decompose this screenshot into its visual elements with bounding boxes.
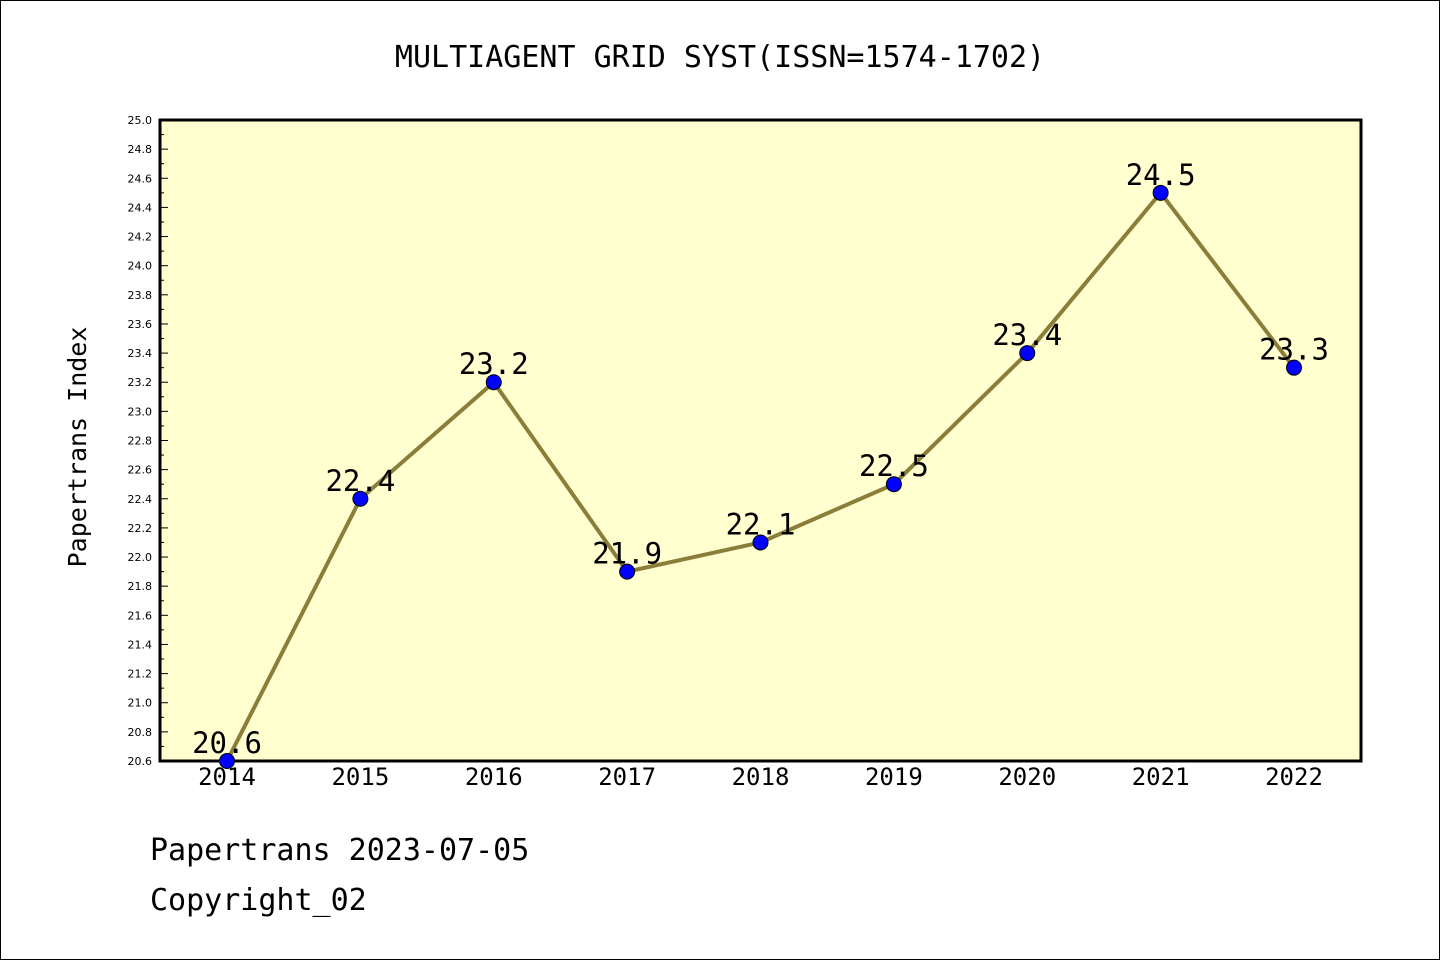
data-point [1152, 184, 1169, 201]
data-label: 22.5 [859, 449, 929, 483]
y-axis: 20.6 20.8 21.0 21.2 21.4 21.6 21.8 22.0 22.2 22.4… [128, 114, 168, 768]
y-tick-label: 23.0 [128, 405, 153, 418]
plot-area [158, 118, 1363, 763]
y-tick-label: 23.6 [128, 318, 153, 331]
y-tick-label: 24.4 [128, 201, 153, 214]
data-point [485, 374, 502, 391]
y-tick-label: 22.2 [128, 522, 153, 535]
y-tick-label: 21.8 [128, 580, 153, 593]
y-tick-label: 24.6 [128, 172, 153, 185]
y-tick-label: 23.8 [128, 289, 153, 302]
x-tick-label: 2017 [598, 763, 656, 791]
y-tick-label: 24.0 [128, 260, 153, 273]
x-tick-label: 2021 [1132, 763, 1190, 791]
data-point [885, 476, 902, 493]
y-tick-label: 24.8 [128, 143, 153, 156]
y-tick-label: 22.4 [128, 493, 153, 506]
x-tick-label: 2022 [1265, 763, 1323, 791]
footer-copyright: Copyright_02 [150, 883, 367, 918]
y-tick-label: 25.0 [128, 114, 153, 127]
y-tick-label: 21.0 [128, 697, 153, 710]
data-label: 22.4 [325, 464, 395, 498]
data-label: 23.4 [992, 318, 1062, 352]
y-tick-label: 22.0 [128, 551, 153, 564]
y-tick-label: 23.2 [128, 376, 153, 389]
data-label: 23.3 [1259, 333, 1329, 367]
data-label: 22.1 [726, 507, 796, 541]
footer-date: Papertrans 2023-07-05 [150, 833, 530, 868]
y-tick-label: 23.4 [128, 347, 153, 360]
data-point [1286, 359, 1302, 376]
y-tick-label: 22.6 [128, 464, 153, 477]
data-point [619, 563, 636, 580]
y-tick-label: 21.6 [128, 609, 153, 622]
series-layer: 20.6 22.4 23.2 21.9 22.1 22.5 23.4 24.5 23.3 [192, 158, 1329, 769]
y-tick-label: 21.4 [128, 638, 153, 651]
y-tick-label: 20.6 [128, 755, 153, 768]
y-tick-label: 24.2 [128, 231, 153, 244]
y-tick-label: 22.8 [128, 435, 153, 448]
x-tick-label: 2015 [331, 763, 389, 791]
data-label: 20.6 [192, 726, 262, 760]
data-label: 23.2 [459, 347, 529, 381]
x-tick-label: 2018 [732, 763, 790, 791]
data-point [219, 753, 235, 769]
data-label: 24.5 [1126, 158, 1196, 192]
chart-title: MULTIAGENT GRID SYST(ISSN=1574-1702) [395, 40, 1045, 75]
y-tick-label: 20.8 [128, 726, 153, 739]
data-label: 21.9 [592, 537, 662, 571]
x-tick-label: 2019 [865, 763, 923, 791]
x-tick-label: 2016 [465, 763, 523, 791]
data-point [1019, 345, 1036, 362]
x-tick-label: 2020 [998, 763, 1056, 791]
y-tick-label: 21.2 [128, 668, 153, 681]
data-point [352, 490, 369, 507]
x-axis: 2014 2015 2016 2017 2018 2019 2020 2021 2022 [198, 763, 1323, 791]
y-axis-label: Papertrans Index [63, 327, 92, 568]
data-point [752, 534, 769, 551]
